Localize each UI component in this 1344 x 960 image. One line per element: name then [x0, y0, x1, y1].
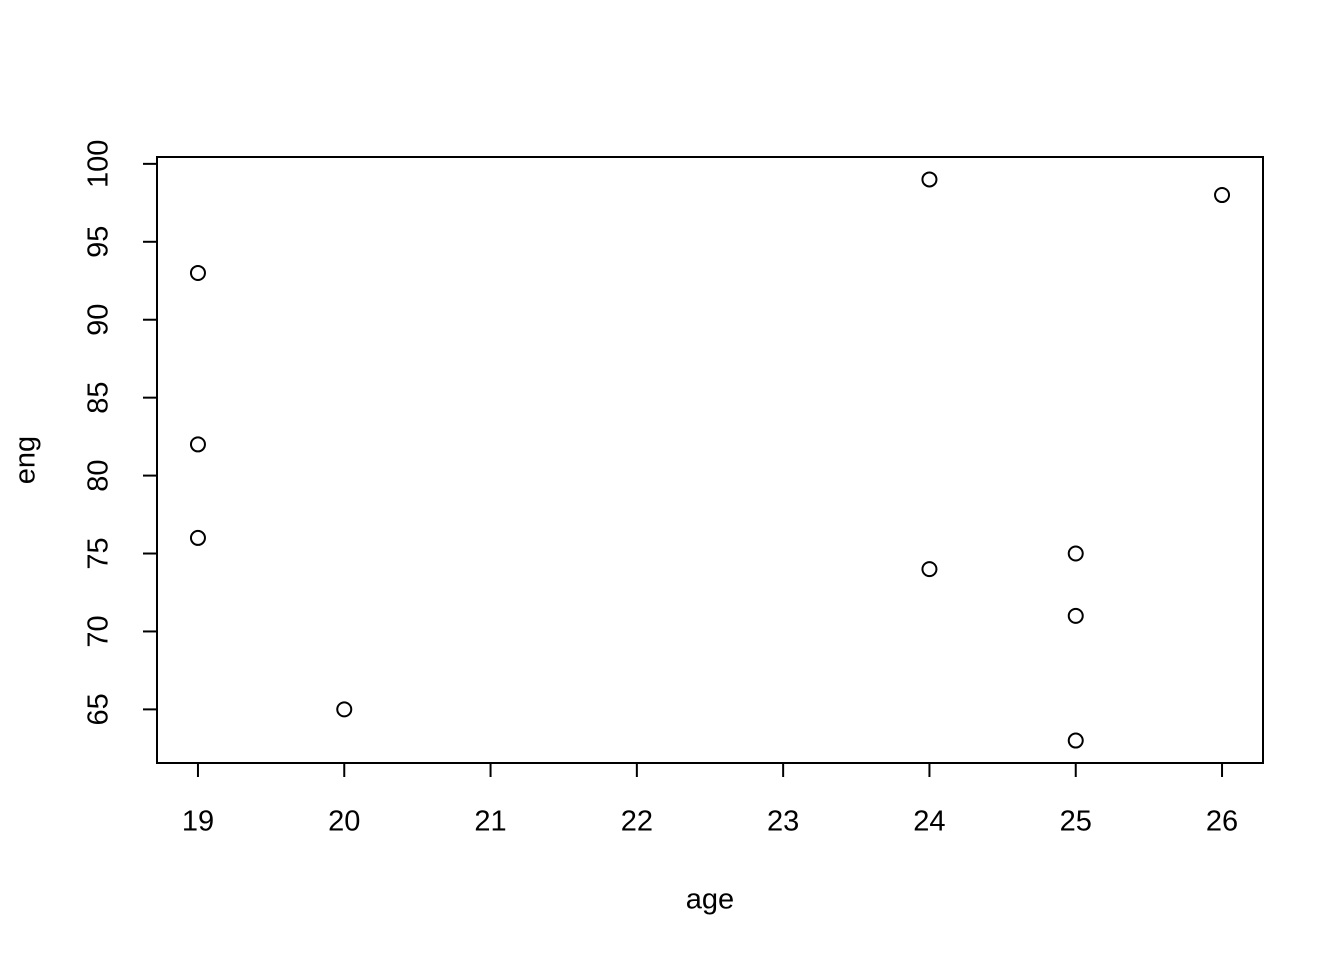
point [189, 436, 206, 453]
x-tick-label: 21 [474, 806, 506, 838]
y-tick-label: 90 [83, 304, 115, 336]
y-tick-label: 85 [83, 382, 115, 414]
x-tick-label: 22 [621, 806, 653, 838]
point [1214, 187, 1231, 204]
y-axis-label: eng [10, 436, 42, 484]
point [189, 264, 206, 281]
point [1067, 732, 1084, 749]
point [921, 171, 938, 188]
x-axis-label: age [686, 884, 734, 916]
plot-box [156, 156, 1264, 764]
point [1067, 607, 1084, 624]
x-tick-label: 26 [1206, 806, 1238, 838]
point [336, 701, 353, 718]
point [1067, 545, 1084, 562]
y-tick-label: 95 [83, 226, 115, 258]
x-tick-label: 25 [1060, 806, 1092, 838]
point [189, 529, 206, 546]
x-tick-label: 19 [182, 806, 214, 838]
y-tick-label: 80 [83, 459, 115, 491]
x-tick-label: 20 [328, 806, 360, 838]
point [921, 561, 938, 578]
y-tick-label: 65 [83, 693, 115, 725]
y-tick-label: 100 [83, 140, 115, 188]
x-tick-label: 23 [767, 806, 799, 838]
y-tick-label: 70 [83, 615, 115, 647]
x-tick-label: 24 [913, 806, 945, 838]
y-tick-label: 75 [83, 537, 115, 569]
